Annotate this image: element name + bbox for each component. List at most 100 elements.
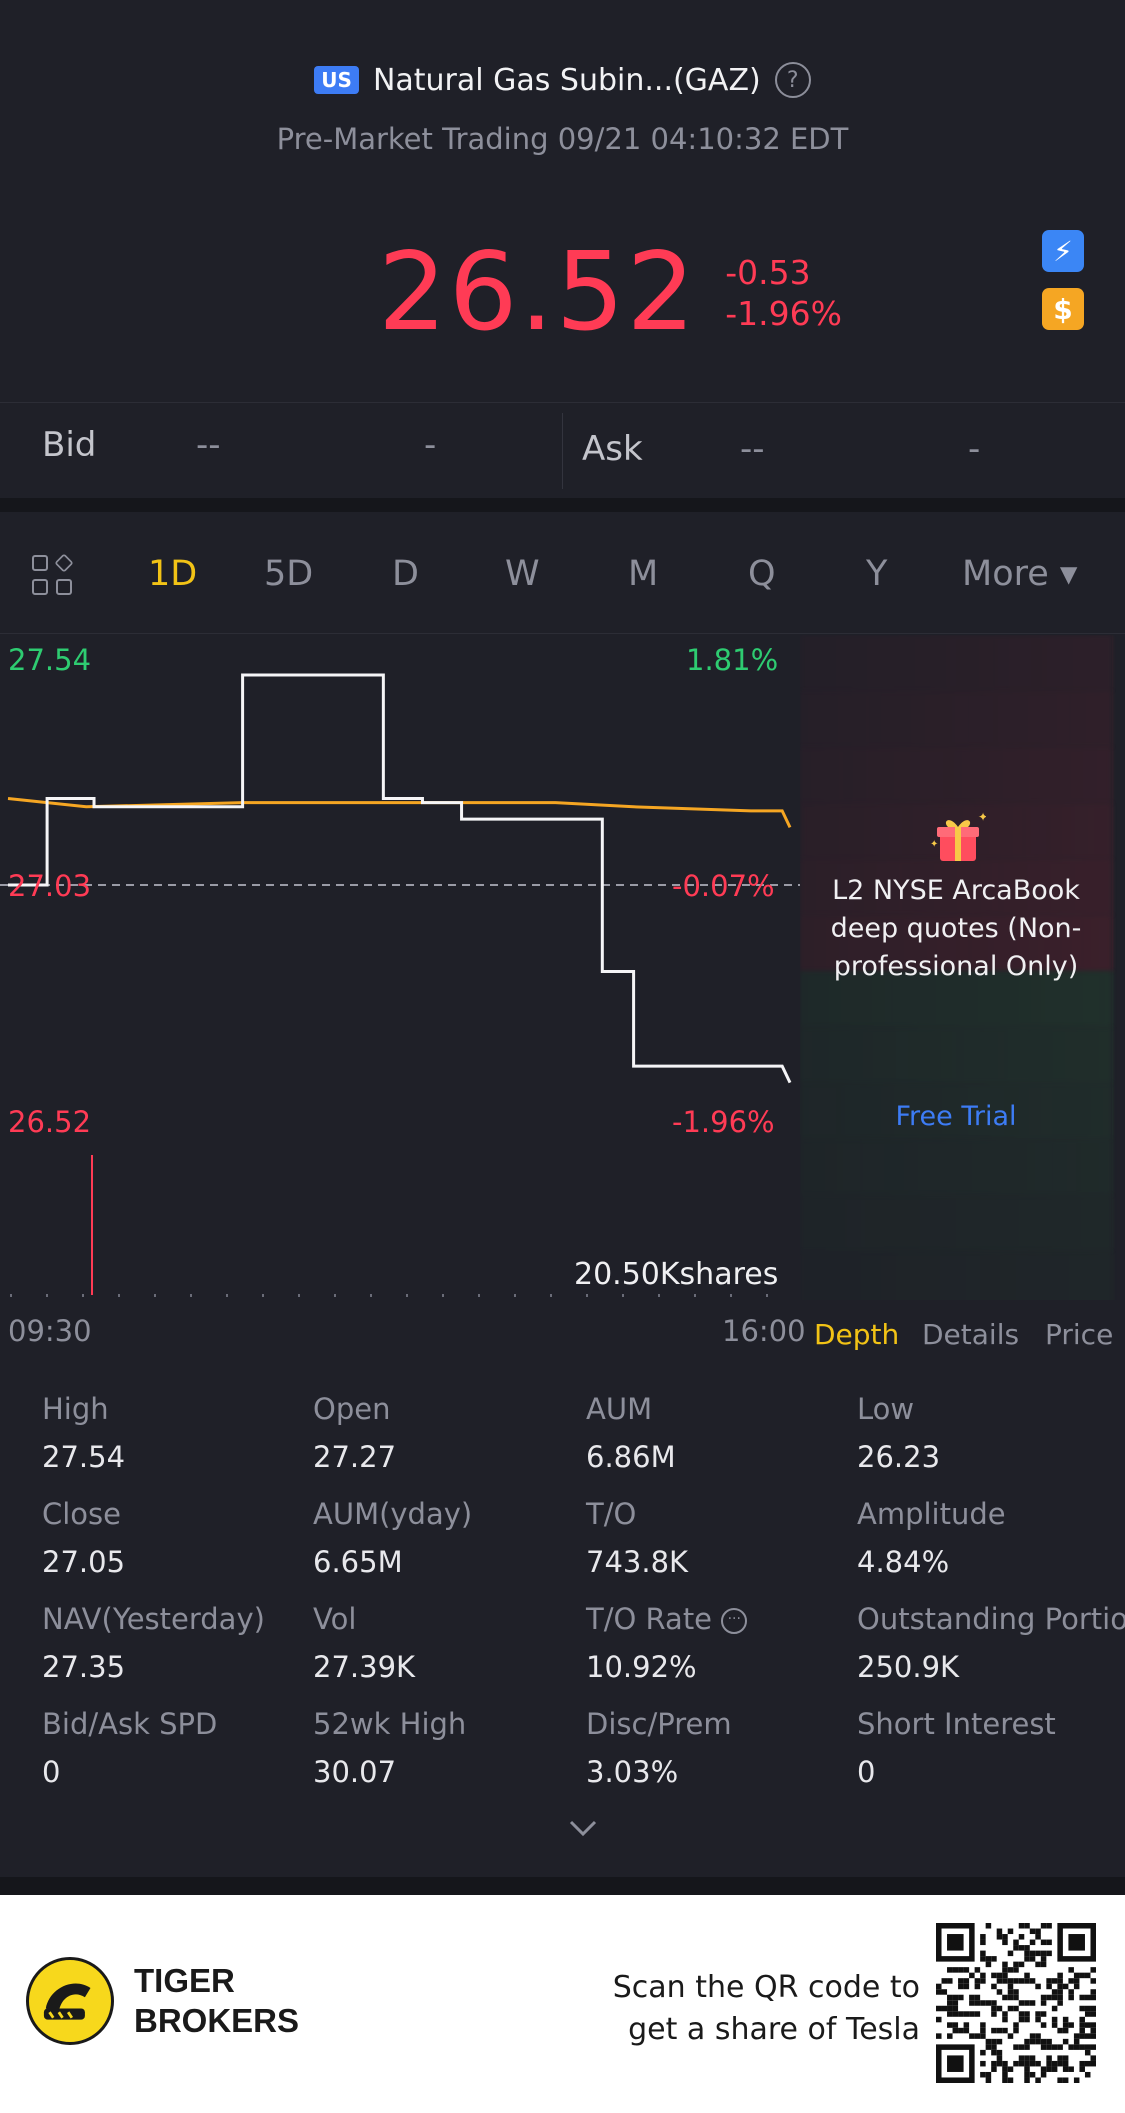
qr-module (1073, 1983, 1080, 1990)
volume-tick (118, 1294, 120, 1297)
stat-label: T/O Rate ··· (586, 1602, 748, 1636)
stat-high: High 27.54 (42, 1392, 125, 1474)
qr-module (1013, 1945, 1019, 1951)
tab-1d[interactable]: 1D (148, 554, 198, 594)
qr-module (991, 2060, 997, 2067)
page-title[interactable]: Natural Gas Subin...(GAZ) (372, 62, 761, 98)
qr-module (1002, 1978, 1008, 1984)
stat-aum: AUM 6.86M (586, 1392, 676, 1474)
qr-module (1040, 1923, 1047, 1929)
qr-module (1084, 2011, 1091, 2017)
qr-module (1029, 1956, 1036, 1962)
stat-volume: Vol 27.39K (313, 1602, 415, 1684)
qr-module (1062, 2066, 1069, 2072)
qr-module (1046, 2060, 1052, 2067)
qr-module (991, 1972, 997, 1979)
stat-amplitude: Amplitude 4.84% (857, 1497, 1006, 1579)
qr-module (991, 2000, 997, 2006)
volume-tick (550, 1294, 552, 1297)
qr-module (1057, 2000, 1063, 2006)
stat-nav-yesterday: NAV(Yesterday) 27.35 (42, 1602, 265, 1684)
dollar-icon[interactable]: $ (1042, 288, 1084, 330)
tab-details[interactable]: Details (922, 1318, 1020, 1351)
qr-module (991, 2011, 997, 2017)
qr-module (1040, 1939, 1047, 1946)
ask-label: Ask (582, 429, 643, 469)
qr-module (936, 2033, 942, 2039)
qr-module (1007, 1950, 1014, 1957)
volume-tick (190, 1294, 192, 1297)
free-trial-link[interactable]: Free Trial (895, 1101, 1017, 1132)
bid-label: Bid (42, 425, 97, 465)
intraday-chart[interactable]: 27.54 1.81% 27.03 -0.07% 26.52 -1.96% 20… (0, 635, 800, 1300)
qr-module (991, 2066, 997, 2072)
tab-y[interactable]: Y (866, 554, 888, 594)
qr-module (1002, 2066, 1008, 2072)
qr-module (947, 2005, 953, 2012)
qr-module (1035, 2011, 1041, 2017)
layout-grid-icon[interactable] (32, 553, 74, 597)
qr-module (1051, 1989, 1058, 1995)
qr-module (1024, 2016, 1030, 2023)
qr-module (963, 1967, 970, 1973)
tab-depth[interactable]: Depth (814, 1318, 900, 1351)
qr-module (963, 1978, 970, 1984)
stat-label: 52wk High (313, 1707, 467, 1741)
qr-module (1084, 2022, 1091, 2028)
qr-module (1051, 2066, 1058, 2072)
lightning-icon[interactable]: ⚡ (1042, 230, 1084, 272)
tab-price[interactable]: Price (1045, 1318, 1114, 1351)
depth-row (800, 747, 1112, 803)
qr-module (1062, 2022, 1069, 2028)
qr-module (1079, 2016, 1085, 2023)
section-divider (0, 498, 1125, 512)
chart-end-time: 16:00 (722, 1314, 806, 1348)
qr-module (996, 1934, 1003, 1940)
qr-module (1007, 2033, 1014, 2039)
qr-module (974, 2011, 981, 2017)
depth-panel[interactable]: ✦ ✦ L2 NYSE ArcaBook deep quotes (Non-pr… (800, 635, 1125, 1300)
qr-module (1024, 1945, 1030, 1951)
chevron-down-icon[interactable] (568, 1818, 598, 1838)
tab-q[interactable]: Q (748, 554, 776, 594)
qr-module (936, 1989, 942, 1995)
volume-tick (658, 1294, 660, 1297)
depth-overlay (800, 635, 1112, 1300)
tab-5d[interactable]: 5D (264, 554, 314, 594)
qr-module (1018, 2055, 1025, 2061)
qr-module (1013, 1939, 1019, 1946)
tab-more[interactable]: More ▾ (962, 554, 1078, 594)
qr-module (1024, 2077, 1030, 2083)
qr-module (980, 2000, 986, 2006)
tab-m[interactable]: M (628, 554, 659, 594)
quote-header: US Natural Gas Subin...(GAZ) ? Pre-Marke… (0, 0, 1125, 400)
qr-module (1090, 2011, 1096, 2017)
qr-module (1057, 1994, 1063, 2001)
stat-value: 6.65M (313, 1545, 403, 1579)
qr-module (1046, 1994, 1052, 2001)
qr-module (1062, 1983, 1069, 1990)
tab-d[interactable]: D (392, 554, 419, 594)
depth-row (800, 1195, 1112, 1251)
help-icon[interactable]: ? (774, 62, 811, 98)
stat-value: 743.8K (586, 1545, 689, 1579)
qr-module (1002, 1972, 1008, 1979)
qr-module (1029, 2060, 1036, 2067)
stat-label: Open (313, 1392, 391, 1426)
qr-module (1029, 1939, 1036, 1946)
more-info-icon[interactable]: ··· (721, 1608, 748, 1634)
qr-code[interactable] (936, 1923, 1096, 2083)
qr-finder (947, 2055, 964, 2072)
qr-module (958, 2011, 964, 2017)
qr-module (991, 2044, 997, 2050)
tab-w[interactable]: W (505, 554, 540, 594)
qr-module (1035, 2060, 1041, 2067)
qr-module (1029, 2055, 1036, 2061)
qr-module (1040, 2066, 1047, 2072)
qr-module (1007, 2066, 1014, 2072)
stat-aum-yday: AUM(yday) 6.65M (313, 1497, 472, 1579)
qr-module (969, 1994, 975, 2001)
qr-module (1090, 1994, 1096, 2001)
qr-module (1013, 2044, 1019, 2050)
stat-label: Amplitude (857, 1497, 1006, 1531)
